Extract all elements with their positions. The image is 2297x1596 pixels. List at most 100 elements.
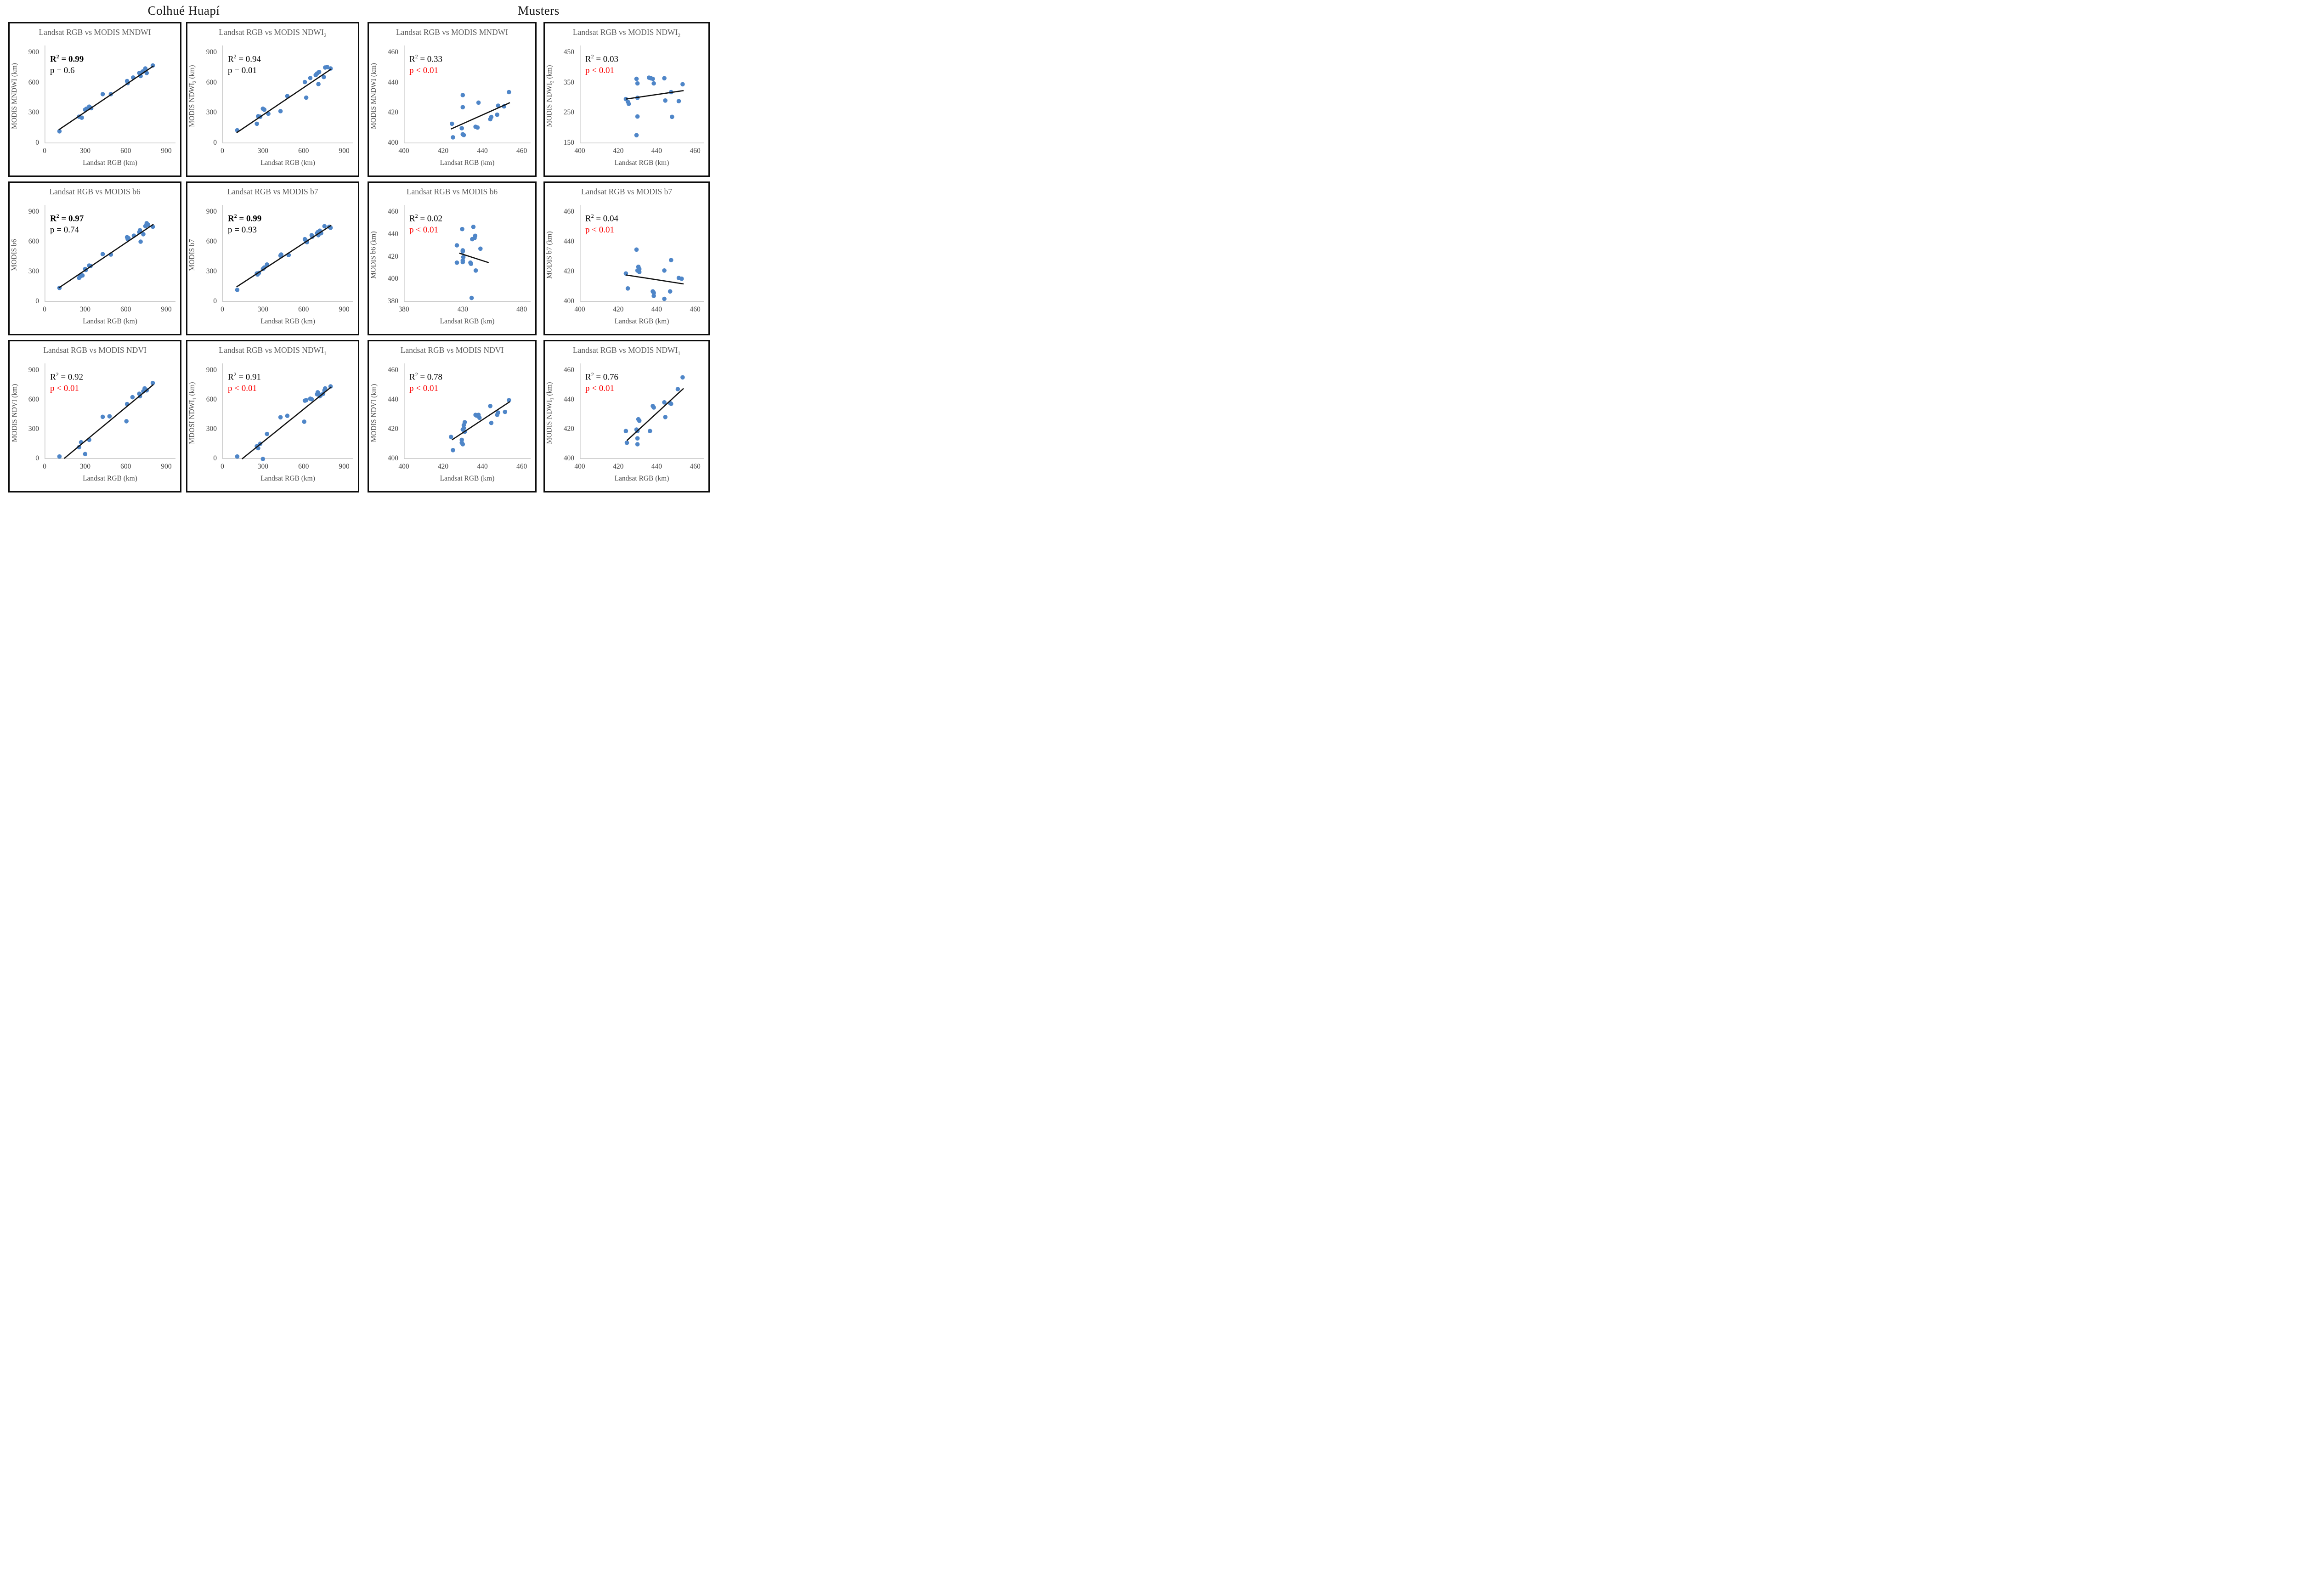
y-tick-label: 150 xyxy=(563,139,574,147)
y-tick-label: 0 xyxy=(35,454,39,462)
data-point xyxy=(679,276,684,281)
y-tick-label: 400 xyxy=(387,454,398,462)
data-point xyxy=(489,114,494,119)
data-point xyxy=(79,115,84,120)
p-value: p < 0.01 xyxy=(409,66,438,76)
stats-annotation: R2 = 0.99 p = 0.93 xyxy=(228,210,261,236)
y-axis-label-text: MODIS NDVI xyxy=(10,399,18,442)
y-tick-label: 0 xyxy=(213,297,217,305)
data-point xyxy=(308,76,313,80)
data-point xyxy=(489,420,494,425)
scatter-panel: Landsat RGB vs MODIS NDVI MODIS NDVI (km… xyxy=(368,340,537,492)
y-tick-label: 600 xyxy=(28,238,39,246)
y-axis-label: MODIS NDVI (km) xyxy=(370,384,379,442)
y-tick-label: 300 xyxy=(28,267,39,276)
data-point xyxy=(668,289,673,294)
y-axis-label-text: MODIS NDWI xyxy=(545,400,554,444)
data-point xyxy=(507,398,511,402)
data-point xyxy=(680,375,685,380)
y-axis-label: MDOSI NDWI1 (km) xyxy=(188,382,198,444)
stats-annotation: R2 = 0.02 p < 0.01 xyxy=(409,210,442,236)
data-point xyxy=(126,236,131,241)
y-tick-label: 600 xyxy=(28,396,39,403)
r-squared-value: R2 = 0.99 xyxy=(50,54,84,64)
plot-area xyxy=(580,205,704,302)
data-point xyxy=(138,239,143,244)
data-point xyxy=(451,135,455,140)
x-tick-label: 400 xyxy=(574,463,585,470)
data-point xyxy=(495,112,499,117)
y-axis-label-wrap: MODIS b6 xyxy=(10,205,21,306)
data-point xyxy=(124,419,129,424)
y-tick-label: 400 xyxy=(387,139,398,147)
plot-area xyxy=(45,205,175,302)
scatter-panel: Landsat RGB vs MODIS MNDWI MODIS MNDWI (… xyxy=(8,22,181,177)
y-tick-label: 900 xyxy=(206,208,217,216)
trend-line xyxy=(626,388,684,441)
data-point xyxy=(635,114,640,119)
scatter-panel: Landsat RGB vs MODIS b6 MODIS b6 (km) R2… xyxy=(368,181,537,335)
p-value: p < 0.01 xyxy=(409,384,438,394)
panel-title: Landsat RGB vs MODIS NDWI2 xyxy=(545,28,708,39)
y-axis-label-wrap: MDOSI NDWI1 (km) xyxy=(187,363,198,463)
panel-title-text: Landsat RGB vs MODIS NDWI xyxy=(219,28,324,37)
y-axis-label: MODIS NDWI1 (km) xyxy=(546,382,555,444)
x-tick-label: 460 xyxy=(516,463,527,470)
x-tick-label: 380 xyxy=(398,306,409,313)
data-point xyxy=(662,400,667,405)
y-tick-label: 440 xyxy=(387,230,398,238)
y-tick-label: 420 xyxy=(563,425,574,433)
panel-title-text: Landsat RGB vs MODIS b7 xyxy=(227,187,318,196)
data-point xyxy=(496,410,501,415)
data-point xyxy=(635,436,640,441)
group-header-musters: Musters xyxy=(518,4,560,17)
scatter-panel: Landsat RGB vs MODIS NDVI MODIS NDVI (km… xyxy=(8,340,181,492)
x-tick-label: 400 xyxy=(574,306,585,313)
panel-title-text: Landsat RGB vs MODIS NDWI xyxy=(572,28,678,37)
y-tick-label: 900 xyxy=(28,366,39,374)
panel-title-subscript: 2 xyxy=(323,33,327,39)
y-tick-label: 900 xyxy=(206,48,217,57)
y-tick-label: 460 xyxy=(563,366,574,374)
x-tick-label: 300 xyxy=(79,306,91,313)
data-point xyxy=(635,442,640,447)
y-axis-label-wrap: MODIS b7 (km) xyxy=(545,205,556,306)
plot-area xyxy=(580,363,704,459)
x-tick-label: 900 xyxy=(161,147,172,155)
data-point xyxy=(651,294,656,298)
data-point xyxy=(471,225,476,229)
x-tick-label: 440 xyxy=(651,463,662,470)
x-tick-label: 300 xyxy=(257,306,268,313)
data-point xyxy=(316,82,321,86)
trend-line xyxy=(58,224,154,289)
y-tick-label: 300 xyxy=(206,425,217,433)
panel-title-text: Landsat RGB vs MODIS b7 xyxy=(581,187,673,196)
y-axis-label-suffix: (km) xyxy=(369,63,378,79)
data-point xyxy=(670,114,674,119)
x-tick-label: 480 xyxy=(516,306,527,313)
data-point xyxy=(235,454,240,459)
data-point xyxy=(469,261,474,266)
panel-title: Landsat RGB vs MODIS NDVI xyxy=(369,345,535,357)
p-value: p < 0.01 xyxy=(585,66,614,76)
plot-area xyxy=(222,45,353,143)
stats-annotation: R2 = 0.92 p < 0.01 xyxy=(50,369,83,394)
trend-line xyxy=(236,68,332,134)
data-point xyxy=(625,286,630,291)
x-tick-label: 460 xyxy=(690,147,701,155)
data-point xyxy=(278,109,283,113)
panel-title-text: Landsat RGB vs MODIS NDWI xyxy=(572,345,678,355)
r-squared-value: R2 = 0.91 xyxy=(228,372,261,382)
data-point xyxy=(265,431,269,436)
panel-title: Landsat RGB vs MODIS b7 xyxy=(187,187,358,198)
y-tick-label: 900 xyxy=(206,366,217,374)
data-point xyxy=(328,384,333,389)
data-point xyxy=(150,380,155,385)
data-point xyxy=(635,81,640,86)
y-tick-label: 0 xyxy=(35,297,39,305)
y-tick-label: 440 xyxy=(387,396,398,403)
x-tick-label: 900 xyxy=(339,463,350,470)
y-axis-label-wrap: MODIS NDWI2 (km) xyxy=(545,45,556,147)
x-tick-label: 420 xyxy=(613,306,624,313)
x-tick-label: 0 xyxy=(43,463,46,470)
